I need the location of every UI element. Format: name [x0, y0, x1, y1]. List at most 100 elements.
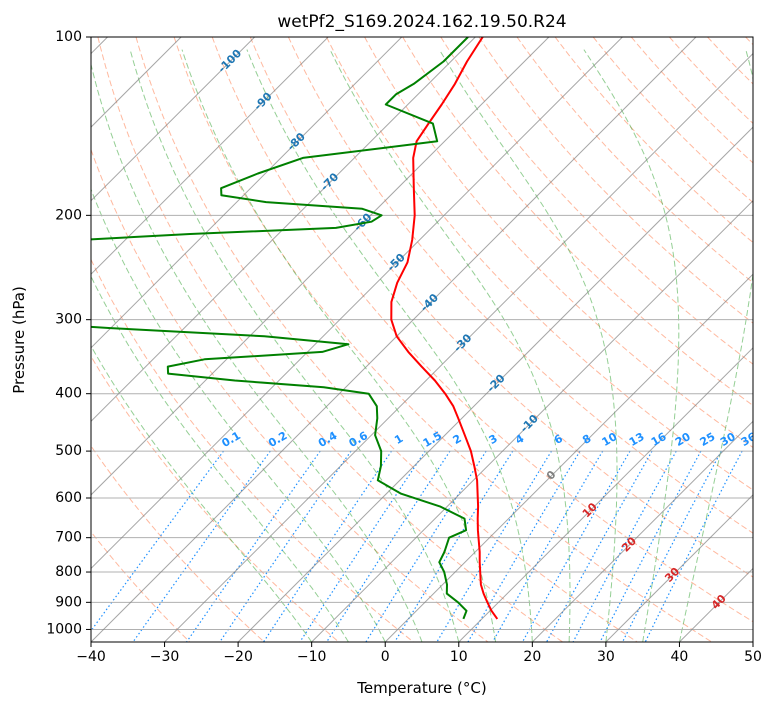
dry-adiabat — [211, 37, 753, 623]
mixing-ratio-line — [599, 450, 702, 642]
x-tick-label: 50 — [744, 649, 762, 665]
dry-adiabat — [402, 37, 753, 407]
dry-adiabat — [440, 37, 753, 365]
mixing-ratio-label: 1.5 — [421, 429, 444, 450]
dry-adiabat — [516, 37, 753, 284]
isotherm — [237, 126, 753, 642]
mixing-ratio-label: 20 — [673, 430, 693, 449]
plot-area: -100-90-80-70-60-50-40-30-20-10010203040… — [91, 37, 759, 642]
moist-adiabat — [438, 49, 618, 642]
moist-adiabat — [583, 49, 680, 642]
x-axis-label: Temperature (°C) — [356, 679, 486, 697]
x-tick-label: 20 — [523, 649, 541, 665]
profile-series — [91, 37, 499, 620]
pressure-gridlines — [91, 37, 753, 630]
dry-adiabat — [592, 37, 753, 204]
dry-adiabat — [135, 37, 638, 642]
mixing-ratio-label: 25 — [698, 430, 718, 449]
isotherm-label: -80 — [285, 130, 308, 153]
dry-adiabats — [91, 37, 753, 642]
mixing-ratio-line — [186, 450, 321, 642]
y-tick-label: 200 — [55, 207, 82, 223]
x-tick-label: −30 — [150, 649, 180, 665]
moist-adiabat — [91, 62, 423, 642]
y-axis-ticks: 100 200 300 400 500 600 700 800 900 1000 — [46, 29, 91, 637]
y-tick-label: 600 — [55, 490, 82, 506]
mixing-ratio-line — [492, 450, 604, 642]
temperature-profile — [390, 37, 499, 620]
isotherms — [91, 37, 753, 642]
mixing-ratio-line — [546, 450, 653, 642]
moist-adiabat — [678, 49, 753, 642]
moist-adiabat — [91, 188, 386, 642]
y-tick-label: 300 — [55, 312, 82, 328]
moist-adiabat — [91, 345, 313, 642]
chart-title: wetPf2_S169.2024.162.19.50.R24 — [277, 12, 566, 32]
isotherm-label: -100 — [215, 47, 244, 76]
isotherm — [311, 199, 753, 642]
x-tick-label: −20 — [223, 649, 253, 665]
x-tick-label: 0 — [381, 649, 390, 665]
dry-adiabat — [745, 37, 753, 46]
y-tick-label: 1000 — [46, 621, 82, 637]
isotherm — [91, 37, 403, 349]
mixing-ratio-label: 0.1 — [219, 429, 242, 450]
moist-adiabat — [246, 49, 533, 642]
y-tick-label: 100 — [55, 29, 82, 45]
isotherm — [91, 37, 256, 202]
mixing-ratio-line — [132, 450, 271, 642]
x-tick-label: 40 — [671, 649, 689, 665]
dry-adiabat — [554, 37, 753, 244]
dry-adiabat-label: 10 — [580, 500, 600, 520]
mixing-ratio-line — [326, 450, 451, 642]
isotherm — [164, 52, 753, 642]
dry-adiabat — [630, 37, 753, 164]
mixing-ratio-label: 10 — [600, 430, 620, 449]
isotherm — [679, 567, 753, 642]
x-tick-label: 10 — [450, 649, 468, 665]
isotherm — [752, 641, 753, 642]
mixing-ratio-label: 30 — [718, 430, 738, 449]
isotherm-label: -40 — [418, 291, 441, 314]
mixing-ratio-label: 2 — [451, 432, 464, 447]
y-tick-label: 700 — [55, 530, 82, 546]
isotherm — [91, 37, 623, 570]
mixing-ratio-label: 36 — [739, 430, 759, 449]
mixing-ratio-label: 1 — [392, 432, 405, 447]
mixing-ratio-line — [467, 450, 581, 642]
dry-adiabat — [249, 37, 753, 578]
dry-adiabat — [91, 148, 489, 642]
dry-adiabat — [478, 37, 753, 324]
mixing-ratio-label: 0.6 — [347, 429, 371, 450]
mixing-ratio-label: 13 — [627, 430, 647, 449]
dry-adiabat — [669, 37, 753, 124]
mixing-ratio-label: 0.4 — [316, 429, 340, 450]
isotherm — [91, 37, 697, 642]
x-tick-label: −40 — [76, 649, 106, 665]
dry-adiabat — [707, 37, 753, 85]
mixing-ratio-line — [622, 450, 722, 642]
isotherm — [458, 347, 753, 642]
isotherm — [531, 420, 753, 642]
moist-adiabat — [329, 49, 571, 642]
mixing-ratio-line — [299, 450, 426, 642]
mixing-ratio-line — [365, 450, 487, 642]
dry-adiabat — [91, 531, 191, 642]
dry-adiabat — [91, 445, 265, 642]
y-tick-label: 500 — [55, 443, 82, 459]
moist-adiabats — [91, 49, 753, 642]
x-tick-label: 30 — [597, 649, 615, 665]
mixing-ratio-label: 16 — [649, 430, 669, 449]
y-tick-label: 800 — [55, 564, 82, 580]
isotherm — [91, 37, 550, 496]
mixing-ratio-line — [394, 450, 514, 642]
mixing-ratio-line — [521, 450, 631, 642]
isotherm — [384, 273, 753, 642]
moist-adiabat — [181, 49, 497, 642]
isotherm — [91, 37, 476, 423]
mixing-ratio-line — [219, 450, 352, 642]
moist-adiabat — [91, 275, 349, 642]
isotherm-label: -50 — [385, 251, 408, 274]
dewpoint-profile — [91, 37, 469, 620]
